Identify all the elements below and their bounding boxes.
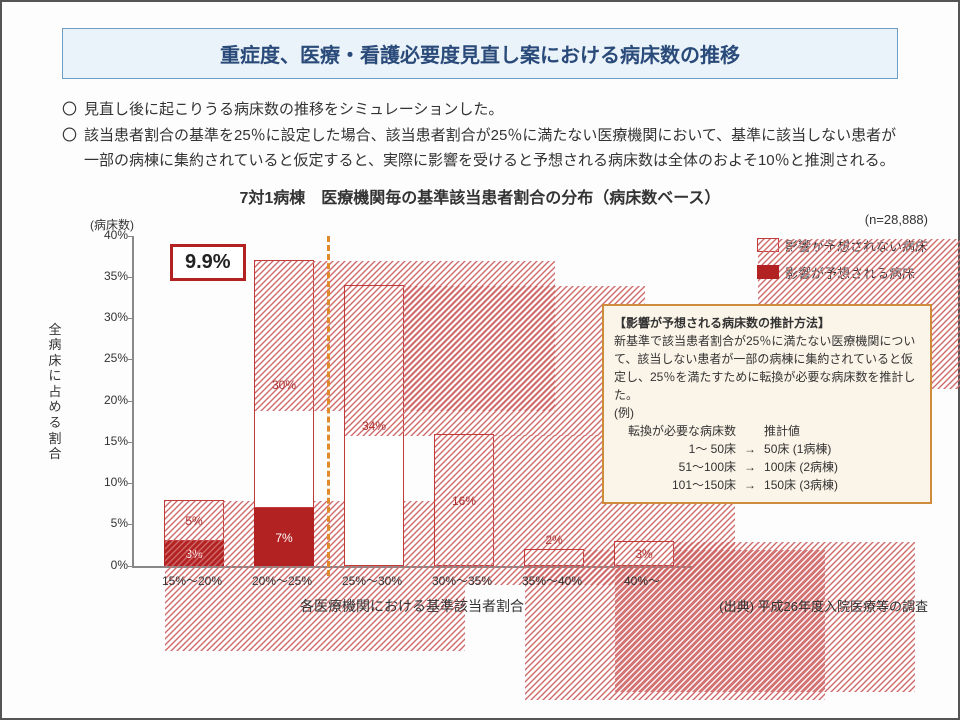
bar: 34% (344, 236, 404, 566)
bar-value-impacted: 7% (254, 531, 314, 545)
y-tick-label: 0% (92, 558, 128, 572)
chart-area: (n=28,888) (病床数) 全病床に占める割合 3%5%7%30%34%1… (42, 212, 918, 632)
bar: 16% (434, 236, 494, 566)
legend-item-not-impacted: 影響が予想されない病床 (757, 236, 928, 255)
bar: 7% 30% (254, 236, 314, 566)
x-tick-label: 20%～25% (252, 572, 312, 589)
y-tick-label: 5% (92, 516, 128, 530)
bar: 2% (524, 236, 584, 566)
chart-source: (出典) 平成26年度入院医療等の調査 (719, 596, 928, 615)
y-axis-title: 全病床に占める割合 (48, 322, 62, 462)
infobox-row: 1～ 50床→50床 (1病棟) (628, 440, 846, 458)
infobox-example-label: (例) (614, 404, 920, 422)
y-tick-label: 10% (92, 475, 128, 489)
bar: 3%5% (164, 236, 224, 566)
page-title: 重症度、医療・看護必要度見直し案における病床数の推移 (220, 45, 740, 67)
x-tick-label: 30%～35% (432, 572, 492, 589)
infobox-body: 新基準で該当患者割合が25％に満たない医療機関について、該当しない患者が一部の病… (614, 332, 920, 404)
y-tick-label: 30% (92, 310, 128, 324)
x-tick-label: 35%～40% (522, 572, 582, 589)
infobox-heading: 【影響が予想される病床数の推計方法】 (614, 314, 920, 332)
bar-value-not-impacted: 3% (614, 547, 674, 561)
page-title-bar: 重症度、医療・看護必要度見直し案における病床数の推移 (62, 28, 898, 79)
y-tick-label: 25% (92, 351, 128, 365)
y-tick-label: 40% (92, 228, 128, 242)
n-label: (n=28,888) (865, 212, 928, 227)
bar-value-not-impacted: 30% (254, 378, 314, 392)
infobox-col1: 転換が必要な病床数 (628, 422, 744, 440)
y-tick-label: 35% (92, 269, 128, 283)
x-tick-label: 15%～20% (162, 572, 222, 589)
info-box: 【影響が予想される病床数の推計方法】 新基準で該当患者割合が25％に満たない医療… (602, 304, 932, 504)
x-tick-label: 40%～ (624, 572, 660, 589)
bar-value-not-impacted: 16% (434, 494, 494, 508)
x-axis-title: 各医療機関における基準該当者割合 (132, 596, 692, 616)
infobox-table: 転換が必要な病床数 推計値 1～ 50床→50床 (1病棟)51～100床→10… (628, 422, 846, 494)
bar-value-not-impacted: 34% (344, 419, 404, 433)
y-tick-label: 20% (92, 393, 128, 407)
bullet-1: 見直し後に起こりうる病床数の推移をシミュレーションした。 (84, 97, 503, 123)
legend-swatch-hatch (757, 238, 779, 252)
bar-segment-not-impacted (524, 549, 584, 566)
infobox-row: 51～100床→100床 (2病棟) (628, 458, 846, 476)
bullet-2: 該当患者割合の基準を25％に設定した場合、該当患者割合が25％に満たない医療機関… (84, 123, 908, 174)
bullet-list: 〇 見直し後に起こりうる病床数の推移をシミュレーションした。 〇 該当患者割合の… (62, 97, 908, 174)
infobox-row: 101～150床→150床 (3病棟) (628, 476, 846, 494)
chart-title: 7対1病棟 医療機関毎の基準該当患者割合の分布（病床数ベース） (22, 184, 938, 208)
bar-value-not-impacted: 5% (164, 514, 224, 528)
legend-swatch-solid (757, 265, 779, 279)
y-tick-label: 15% (92, 434, 128, 448)
threshold-divider (327, 236, 330, 576)
legend: 影響が予想されない病床 影響が予想される病床 (757, 236, 928, 290)
callout-box: 9.9% (170, 244, 246, 281)
callout-value: 9.9% (185, 251, 231, 273)
infobox-col2: 推計値 (764, 422, 846, 440)
x-tick-label: 25%～30% (342, 572, 402, 589)
bar-value-not-impacted: 2% (524, 533, 584, 547)
